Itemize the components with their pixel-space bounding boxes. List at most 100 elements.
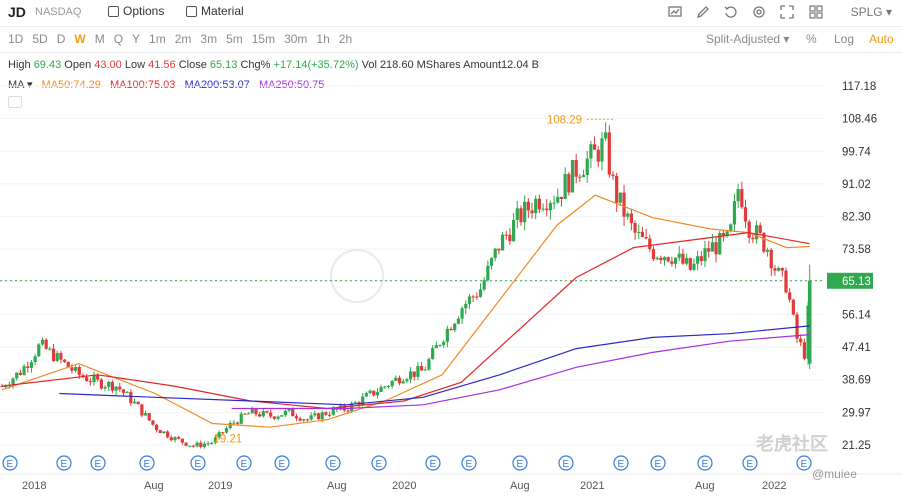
- earnings-marker: [742, 455, 758, 471]
- candle-body: [673, 257, 678, 264]
- candle-body: [99, 379, 103, 389]
- candle-body: [493, 248, 497, 259]
- period-tab-2h[interactable]: 2h: [338, 32, 353, 46]
- draw-icon[interactable]: [695, 4, 711, 20]
- candle-body: [243, 413, 247, 415]
- high-label: High: [8, 59, 31, 71]
- period-tab-2m[interactable]: 2m: [174, 32, 192, 46]
- candle-body: [769, 249, 773, 269]
- candle-body: [688, 258, 692, 270]
- user-watermark: @muiee: [812, 467, 857, 481]
- chart-type-icon[interactable]: [667, 4, 683, 20]
- candle-body: [592, 144, 597, 150]
- period-tab-1h[interactable]: 1h: [316, 32, 330, 46]
- candle-body: [574, 160, 578, 177]
- period-tab-m[interactable]: M: [94, 32, 105, 46]
- adjust-mode-select[interactable]: Split-Adjusted ▾: [706, 32, 790, 46]
- compare-symbol-select[interactable]: SPLG ▾: [850, 5, 892, 19]
- percent-toggle[interactable]: %: [806, 32, 817, 46]
- options-button[interactable]: Options: [108, 4, 164, 18]
- auto-toggle[interactable]: Auto: [869, 32, 894, 46]
- x-tick-label: Aug: [327, 480, 347, 492]
- collapse-toggle[interactable]: [8, 96, 22, 108]
- y-tick-label: 82.30: [842, 212, 871, 224]
- ma-line-ma250: [231, 334, 810, 410]
- current-price-label: 65.13: [842, 276, 871, 288]
- period-tab-5d[interactable]: 5D: [32, 32, 48, 46]
- period-tab-q[interactable]: Q: [113, 32, 124, 46]
- candle-body: [644, 237, 648, 239]
- candle-body: [247, 413, 251, 415]
- candle-body: [791, 299, 795, 315]
- layout-icon[interactable]: [808, 4, 824, 20]
- candle-body: [383, 386, 387, 388]
- earnings-marker-label: E: [241, 459, 248, 470]
- candle-body: [780, 268, 784, 271]
- candle-body: [195, 442, 199, 447]
- candle-body: [232, 422, 236, 424]
- y-tick-label: 91.02: [842, 179, 871, 191]
- period-tab-1d[interactable]: 1D: [8, 32, 24, 46]
- earnings-marker-label: E: [195, 459, 202, 470]
- period-tab-15m[interactable]: 15m: [251, 32, 276, 46]
- divider: [0, 52, 902, 53]
- candle-body: [224, 428, 229, 433]
- candle-body: [677, 253, 681, 258]
- earnings-marker-label: E: [144, 459, 151, 470]
- period-tab-5m[interactable]: 5m: [226, 32, 243, 46]
- settings-icon[interactable]: [751, 4, 767, 20]
- x-tick-label: Aug: [695, 480, 715, 492]
- material-button[interactable]: Material: [186, 4, 244, 18]
- period-tab-d[interactable]: D: [56, 32, 66, 46]
- earnings-marker: [613, 455, 629, 471]
- divider: [0, 26, 902, 27]
- candle-body: [552, 202, 556, 204]
- candle-body: [482, 280, 486, 290]
- quote-bar: High 69.43 Open 43.00 Low 41.56 Close 65…: [8, 59, 539, 71]
- max-annotation: 108.29: [547, 114, 582, 126]
- candle-body: [77, 366, 81, 376]
- period-tab-w[interactable]: W: [74, 32, 86, 46]
- ma-select[interactable]: MA ▾: [8, 79, 33, 91]
- period-tab-y[interactable]: Y: [132, 32, 141, 46]
- candle-body: [361, 396, 365, 405]
- period-tab-3m[interactable]: 3m: [200, 32, 218, 46]
- candle-body: [541, 208, 545, 210]
- candle-body: [121, 389, 126, 393]
- history-icon[interactable]: [723, 4, 739, 20]
- candle-body: [92, 375, 96, 383]
- candle-body: [581, 175, 586, 178]
- candle-body: [431, 348, 435, 360]
- price-chart[interactable]: 117.18 108.46 99.74 91.02 82.30 73.58 65.13 56.…: [0, 80, 902, 496]
- exchange-label: NASDAQ: [35, 6, 82, 18]
- candle-body: [714, 242, 718, 255]
- period-tab-30m[interactable]: 30m: [284, 32, 308, 46]
- candle-body: [563, 174, 567, 199]
- candle-body: [773, 268, 777, 271]
- candle-body: [154, 424, 159, 431]
- x-tick-label: 2018: [22, 480, 46, 492]
- earnings-marker: [461, 455, 477, 471]
- candle-body: [188, 445, 192, 447]
- candle-body: [350, 403, 354, 412]
- candle-body: [283, 410, 288, 416]
- candle-body: [640, 231, 645, 238]
- log-toggle[interactable]: Log: [834, 32, 855, 46]
- candle-body: [725, 231, 729, 236]
- fullscreen-icon[interactable]: [779, 4, 795, 20]
- candle-body: [530, 210, 534, 214]
- period-tab-1m[interactable]: 1m: [149, 32, 166, 46]
- candle-body: [265, 411, 269, 413]
- candle-body: [807, 280, 812, 364]
- candle-body: [162, 431, 166, 433]
- candle-body: [626, 213, 630, 217]
- earnings-marker: [796, 455, 812, 471]
- ma-line-ma100: [1, 231, 810, 410]
- candle-body: [732, 201, 737, 225]
- candle-body: [515, 208, 519, 220]
- candle-body: [15, 372, 19, 379]
- candle-body: [298, 418, 302, 421]
- candle-body: [434, 345, 438, 349]
- candle-body: [107, 381, 111, 387]
- min-annotation: 19.21: [213, 434, 242, 446]
